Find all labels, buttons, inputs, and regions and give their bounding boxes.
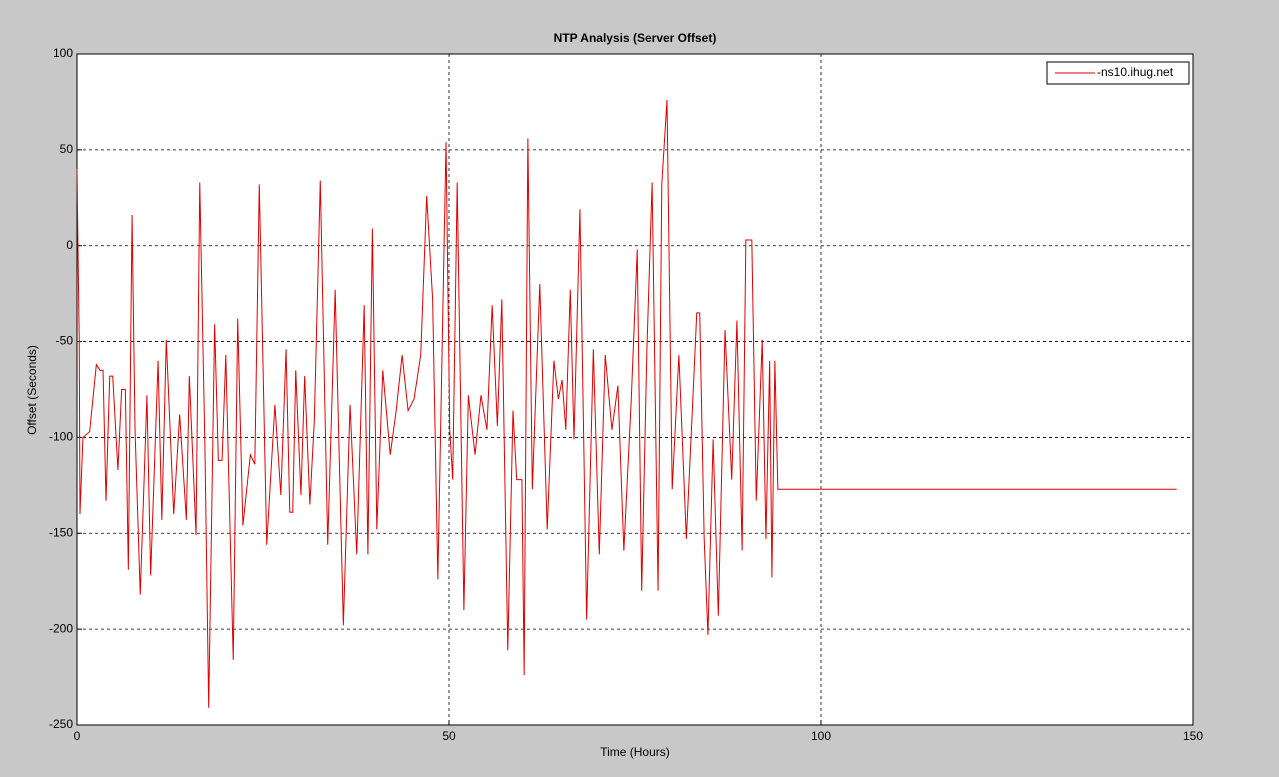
chart-title: NTP Analysis (Server Offset) [554, 31, 717, 45]
x-axis-label: Time (Hours) [600, 745, 670, 759]
data-line [76, 99, 1177, 708]
legend-label: -ns10.ihug.net [1097, 65, 1174, 79]
legend-box [1046, 61, 1190, 85]
y-tick-label: 100 [53, 46, 73, 60]
x-tick-label: 150 [1183, 729, 1203, 743]
y-tick-label: -100 [49, 430, 73, 444]
y-axis-label: Offset (Seconds) [25, 345, 39, 435]
x-tick-label: 0 [74, 729, 81, 743]
plot-area [76, 53, 1194, 726]
y-tick-label: 0 [66, 238, 73, 252]
y-tick-label: -250 [49, 717, 73, 731]
y-tick-label: -200 [49, 621, 73, 635]
x-tick-label: 50 [442, 729, 456, 743]
y-tick-label: -50 [56, 334, 74, 348]
y-tick-label: 50 [60, 142, 74, 156]
y-tick-label: -150 [49, 525, 73, 539]
x-tick-label: 100 [811, 729, 831, 743]
